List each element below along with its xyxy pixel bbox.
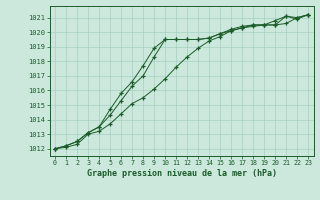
X-axis label: Graphe pression niveau de la mer (hPa): Graphe pression niveau de la mer (hPa) bbox=[87, 169, 276, 178]
